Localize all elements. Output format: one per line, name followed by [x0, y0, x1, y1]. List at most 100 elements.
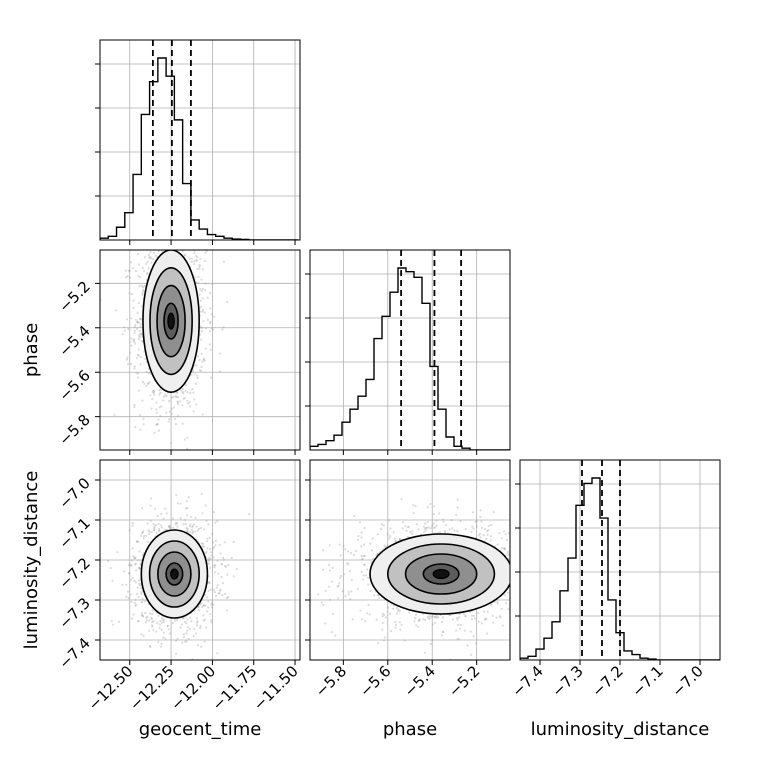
scatter-geocent-time-phase-point — [157, 250, 160, 253]
scatter-geocent-time-phase-point — [136, 353, 139, 357]
scatter-geocent-time-luminosity-distance-point — [214, 521, 217, 524]
scatter-geocent-time-phase-point — [136, 311, 139, 314]
scatter-geocent-time-phase-point — [177, 403, 180, 406]
scatter-phase-luminosity-distance-point — [394, 539, 397, 543]
scatter-phase-luminosity-distance-point — [576, 564, 578, 566]
scatter-geocent-time-luminosity-distance-point — [179, 502, 182, 505]
scatter-geocent-time-phase-point — [210, 313, 213, 316]
scatter-phase-luminosity-distance-point — [383, 636, 386, 639]
scatter-geocent-time-luminosity-distance-point — [150, 617, 153, 621]
scatter-phase-luminosity-distance-point — [479, 515, 482, 519]
scatter-phase-luminosity-distance-point — [529, 539, 531, 541]
scatter-geocent-time-luminosity-distance-point — [151, 620, 154, 624]
scatter-phase-luminosity-distance-contour-1 — [386, 543, 496, 605]
scatter-phase-luminosity-distance-point — [432, 522, 435, 525]
scatter-geocent-time-phase-point — [137, 302, 140, 305]
scatter-geocent-time-luminosity-distance-point — [186, 629, 189, 632]
scatter-geocent-time-luminosity-distance-point — [196, 620, 199, 623]
scatter-geocent-time-luminosity-distance-point — [162, 636, 165, 639]
scatter-phase-luminosity-distance-point — [480, 520, 483, 523]
scatter-phase-luminosity-distance-point — [417, 625, 420, 628]
scatter-geocent-time-phase-point — [139, 323, 143, 326]
scatter-geocent-time-phase-point — [204, 234, 206, 236]
scatter-geocent-time-luminosity-distance-point — [195, 621, 199, 624]
scatter-phase-luminosity-distance-point — [338, 543, 341, 546]
scatter-phase-luminosity-distance-point — [463, 629, 466, 632]
scatter-phase-luminosity-distance-point — [457, 637, 460, 641]
scatter-phase-luminosity-distance-point — [456, 638, 459, 641]
scatter-geocent-time-phase-point — [133, 338, 136, 341]
scatter-geocent-time-luminosity-distance-point — [160, 524, 163, 527]
scatter-geocent-time-luminosity-distance-point — [145, 534, 148, 537]
scatter-geocent-time-luminosity-distance-point — [131, 524, 134, 527]
scatter-phase-luminosity-distance-point — [489, 539, 492, 542]
scatter-geocent-time-phase-point — [142, 423, 145, 426]
scatter-geocent-time-phase-point — [123, 326, 126, 329]
scatter-geocent-time-luminosity-distance-point — [148, 619, 151, 622]
scatter-geocent-time-phase-point — [139, 363, 142, 366]
scatter-geocent-time-luminosity-distance-point — [208, 556, 211, 560]
scatter-geocent-time-phase-point — [204, 282, 207, 285]
scatter-geocent-time-phase-point — [140, 284, 143, 287]
scatter-phase-luminosity-distance-point — [534, 592, 536, 594]
scatter-geocent-time-phase-point — [142, 290, 145, 293]
scatter-phase-luminosity-distance-point — [329, 569, 332, 572]
scatter-geocent-time-phase-point — [182, 248, 184, 250]
scatter-geocent-time-phase-point — [157, 429, 161, 432]
scatter-phase-luminosity-distance-point — [317, 593, 320, 596]
scatter-geocent-time-luminosity-distance-point — [174, 639, 178, 642]
scatter-phase-luminosity-distance-point — [542, 551, 544, 553]
scatter-phase-luminosity-distance-point — [347, 590, 350, 594]
scatter-phase-luminosity-distance-point — [438, 531, 442, 534]
scatter-phase-luminosity-distance-point — [328, 544, 331, 547]
scatter-geocent-time-phase-point — [192, 410, 195, 413]
scatter-geocent-time-luminosity-distance-point — [203, 545, 206, 548]
scatter-geocent-time-phase-point — [187, 402, 190, 405]
scatter-geocent-time-phase-point — [203, 359, 206, 362]
scatter-geocent-time-phase-point — [164, 236, 166, 238]
scatter-geocent-time-luminosity-distance-point — [187, 637, 190, 641]
scatter-geocent-time-luminosity-distance-point — [210, 621, 213, 624]
scatter-phase-luminosity-distance-point — [394, 539, 397, 543]
scatter-geocent-time-phase-point — [161, 492, 163, 494]
scatter-geocent-time-phase-point — [138, 284, 141, 287]
scatter-phase-luminosity-distance-point — [432, 615, 435, 618]
scatter-geocent-time-luminosity-distance-contour-1 — [148, 540, 200, 608]
scatter-geocent-time-luminosity-distance-point — [137, 620, 140, 623]
scatter-phase-luminosity-distance-point — [351, 618, 354, 621]
scatter-phase-luminosity-distance-point — [512, 582, 514, 584]
scatter-geocent-time-phase-point — [190, 241, 192, 243]
scatter-phase-luminosity-distance-point — [377, 642, 380, 645]
scatter-geocent-time-phase-point — [210, 376, 213, 379]
scatter-geocent-time-luminosity-distance-point — [125, 595, 128, 598]
scatter-geocent-time-luminosity-distance-point — [135, 562, 138, 566]
scatter-phase-luminosity-distance-point — [424, 526, 428, 530]
scatter-geocent-time-luminosity-distance-point — [230, 556, 233, 560]
scatter-geocent-time-phase-point — [159, 391, 162, 394]
scatter-geocent-time-luminosity-distance-point — [211, 547, 214, 551]
scatter-geocent-time-luminosity-distance-point — [210, 551, 213, 554]
scatter-geocent-time-phase-point — [165, 395, 168, 398]
scatter-geocent-time-luminosity-distance-point — [128, 572, 131, 575]
scatter-phase-luminosity-distance-point — [470, 530, 473, 534]
scatter-phase-luminosity-distance-point — [459, 623, 462, 627]
scatter-phase-luminosity-distance-point — [458, 627, 462, 630]
scatter-phase-luminosity-distance-point — [499, 616, 502, 619]
scatter-phase-luminosity-distance-point — [490, 604, 493, 607]
scatter-geocent-time-phase-point — [186, 213, 188, 215]
scatter-phase-luminosity-distance-point — [510, 612, 512, 614]
scatter-geocent-time-luminosity-distance-point — [186, 507, 189, 510]
scatter-geocent-time-luminosity-distance-xtick-label-1: −12.25 — [126, 662, 178, 714]
scatter-phase-luminosity-distance-point — [363, 543, 366, 546]
scatter-geocent-time-luminosity-distance-point — [127, 590, 130, 593]
hist-luminosity-distance-histogram — [520, 477, 720, 660]
scatter-phase-luminosity-distance-point — [415, 523, 418, 526]
scatter-geocent-time-phase-point — [209, 307, 212, 310]
scatter-geocent-time-phase-point — [199, 369, 203, 372]
scatter-phase-luminosity-distance-point — [392, 531, 395, 534]
scatter-geocent-time-luminosity-distance-point — [207, 559, 210, 562]
scatter-geocent-time-luminosity-distance-point — [149, 504, 152, 507]
scatter-geocent-time-phase-point — [132, 339, 135, 342]
scatter-geocent-time-phase-point — [121, 333, 124, 336]
scatter-geocent-time-luminosity-distance-point — [223, 592, 227, 596]
